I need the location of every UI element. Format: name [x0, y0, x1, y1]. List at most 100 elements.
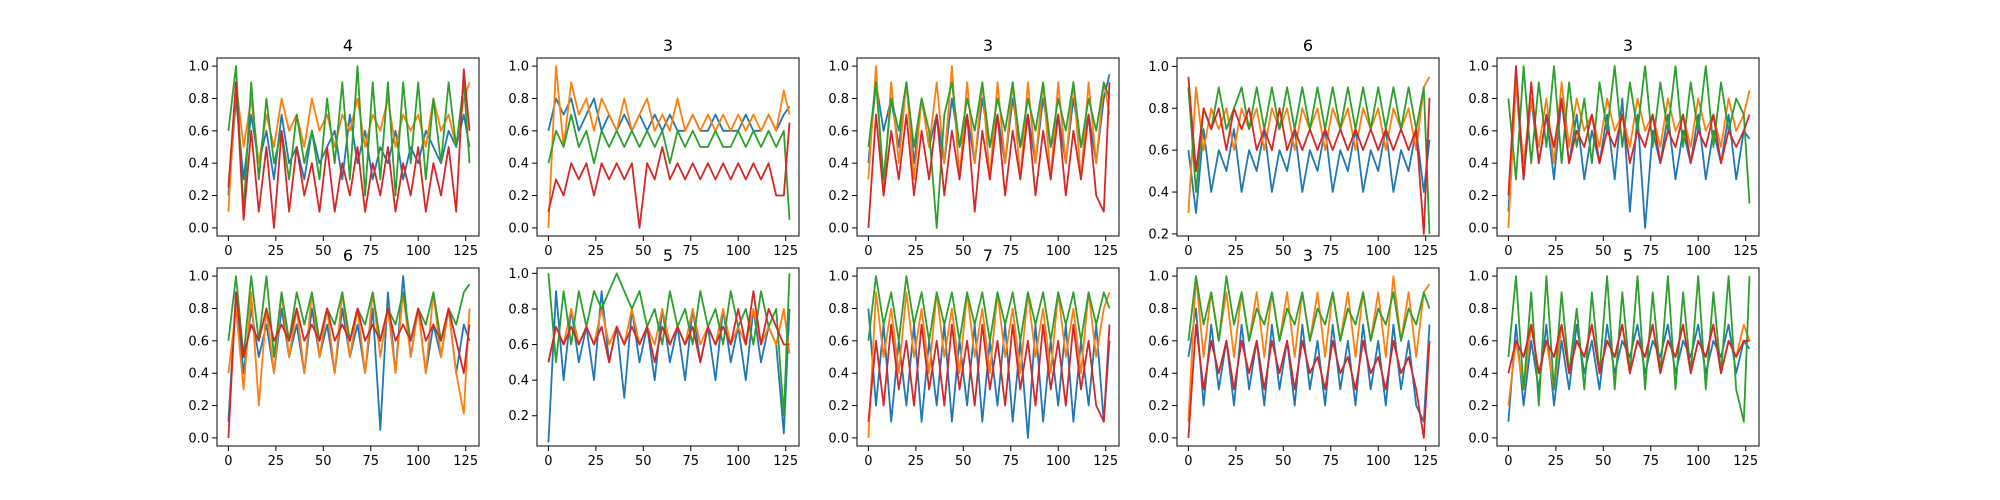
series-line-4 [547, 290, 790, 364]
x-tick-label: 125 [1733, 454, 1758, 469]
series-line-2 [227, 291, 471, 415]
y-tick-label: 0.8 [188, 92, 209, 107]
series-line-2 [547, 65, 791, 228]
axes-frame [1176, 57, 1440, 237]
x-tick-label: 125 [773, 244, 798, 259]
x-tick-label: 50 [315, 454, 332, 469]
series-line-3 [227, 65, 471, 213]
y-tick-label: 0.6 [1148, 334, 1169, 349]
x-tick-label: 25 [1228, 454, 1245, 469]
series-line-3 [867, 275, 1111, 342]
y-tick-label: 0.0 [828, 431, 849, 446]
x-tick-label: 50 [1595, 454, 1612, 469]
y-tick-label: 0.8 [1468, 302, 1489, 317]
y-tick-label: 0.2 [1148, 227, 1169, 242]
axes-frame [536, 57, 800, 237]
x-tick-label: 25 [1548, 244, 1565, 259]
series-group [1187, 76, 1431, 235]
y-tick-label: 0.4 [508, 374, 529, 389]
subplot-1: 0 25 50 75 100 125 0.0 0.2 0.4 0.6 0.8 1.0 4 [188, 36, 480, 259]
x-tick-label: 0 [544, 454, 552, 469]
y-tick-label: 0.6 [508, 338, 529, 353]
y-tick-label: 0.6 [1148, 144, 1169, 159]
series-group [867, 275, 1111, 439]
y-tick-label: 1.0 [508, 60, 529, 75]
x-tick-label: 0 [864, 454, 872, 469]
y-tick-label: 1.0 [508, 267, 529, 282]
x-tick-label: 100 [406, 454, 431, 469]
y-tick-label: 0.8 [828, 92, 849, 107]
y-tick-label: 0.6 [188, 124, 209, 139]
y-tick-label: 1.0 [828, 60, 849, 75]
axes-frame [1496, 57, 1760, 237]
y-tick-label: 0.0 [828, 221, 849, 236]
axes-frame [1176, 267, 1440, 447]
y-tick-label: 0.0 [1468, 431, 1489, 446]
y-tick-label: 0.0 [188, 431, 209, 446]
subplot-title: 4 [343, 36, 353, 55]
subplot-9: 0 25 50 75 100 125 0.0 0.2 0.4 0.6 0.8 1.0 3 [1148, 246, 1440, 469]
x-tick-label: 0 [1184, 454, 1192, 469]
x-tick-label: 125 [773, 454, 798, 469]
x-tick-label: 50 [955, 454, 972, 469]
series-line-4 [547, 122, 791, 229]
x-tick-label: 25 [268, 454, 285, 469]
series-line-1 [1187, 128, 1431, 214]
series-line-3 [867, 81, 1111, 229]
subplot-6: 0 25 50 75 100 125 0.0 0.2 0.4 0.6 0.8 1.0 6 [188, 246, 480, 469]
x-tick-label: 125 [453, 244, 478, 259]
subplot-title: 6 [1303, 36, 1313, 55]
x-tick-label: 25 [908, 454, 925, 469]
subplot-title: 3 [1623, 36, 1633, 55]
series-line-1 [1187, 307, 1431, 423]
series-line-1 [1507, 323, 1751, 422]
x-tick-label: 100 [1046, 244, 1071, 259]
y-tick-label: 0.2 [1468, 189, 1489, 204]
x-tick-label: 50 [635, 454, 652, 469]
axes-frame [1496, 267, 1760, 447]
x-tick-label: 25 [268, 244, 285, 259]
y-tick-label: 0.8 [1148, 302, 1169, 317]
subplot-8: 0 25 50 75 100 125 0.0 0.2 0.4 0.6 0.8 1.0 7 [828, 246, 1120, 469]
x-tick-label: 75 [1323, 244, 1340, 259]
x-tick-label: 125 [1093, 454, 1118, 469]
axes-frame [856, 267, 1120, 447]
y-tick-label: 0.4 [828, 157, 849, 172]
x-tick-label: 50 [955, 244, 972, 259]
y-tick-label: 0.2 [828, 189, 849, 204]
y-tick-label: 0.4 [1148, 367, 1169, 382]
series-line-3 [547, 272, 791, 417]
series-group [1507, 275, 1751, 423]
subplot-10: 0 25 50 75 100 125 0.0 0.2 0.4 0.6 0.8 1.0 5 [1468, 246, 1760, 469]
x-tick-label: 100 [726, 454, 751, 469]
series-line-4 [867, 82, 1111, 228]
x-tick-label: 50 [635, 244, 652, 259]
axes-frame [536, 267, 800, 447]
x-tick-label: 100 [1686, 244, 1711, 259]
series-line-4 [1187, 76, 1431, 235]
y-tick-label: 1.0 [1148, 270, 1169, 285]
y-tick-label: 0.0 [188, 221, 209, 236]
x-tick-label: 75 [1643, 244, 1660, 259]
series-group [1507, 65, 1751, 229]
y-tick-label: 0.4 [1468, 367, 1489, 382]
y-tick-label: 0.8 [1148, 102, 1169, 117]
y-tick-label: 0.4 [1468, 157, 1489, 172]
x-tick-label: 75 [363, 244, 380, 259]
x-tick-label: 25 [588, 244, 605, 259]
x-tick-label: 0 [544, 244, 552, 259]
x-tick-label: 75 [1003, 454, 1020, 469]
series-group [547, 65, 791, 229]
x-tick-label: 75 [683, 454, 700, 469]
subplot-title: 6 [343, 246, 353, 265]
x-tick-label: 0 [224, 454, 232, 469]
y-tick-label: 0.2 [508, 189, 529, 204]
x-tick-label: 100 [1366, 244, 1391, 259]
y-tick-label: 1.0 [828, 270, 849, 285]
x-tick-label: 75 [1643, 454, 1660, 469]
y-tick-label: 0.6 [188, 334, 209, 349]
y-tick-label: 0.8 [508, 302, 529, 317]
y-tick-label: 0.2 [188, 189, 209, 204]
x-tick-label: 125 [453, 454, 478, 469]
